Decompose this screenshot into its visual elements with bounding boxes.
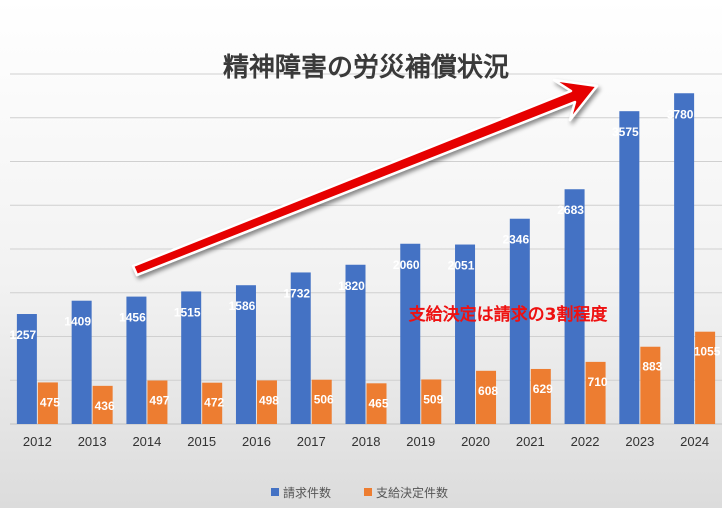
- data-label-approvals-2019: 509: [423, 392, 443, 406]
- bar-approvals-2018: [366, 383, 387, 424]
- bar-approvals-2023: [640, 346, 661, 424]
- x-tick-label-2016: 2016: [242, 434, 271, 449]
- data-label-claims-2014: 1456: [119, 311, 146, 325]
- chart-title: 精神障害の労災補償状況: [223, 52, 509, 83]
- data-label-claims-2024: 3780: [667, 107, 694, 121]
- bar-claims-2012: [16, 314, 37, 424]
- x-tick-label-2022: 2022: [571, 434, 600, 449]
- data-label-claims-2021: 2346: [502, 233, 529, 247]
- annotation-text: 支給決定は請求の3割程度: [409, 304, 609, 325]
- data-label-claims-2013: 1409: [64, 315, 91, 329]
- bar-claims-2024: [674, 93, 695, 424]
- bar-claims-2021: [509, 218, 530, 424]
- bar-approvals-2019: [421, 379, 442, 424]
- bar-approvals-2012: [37, 382, 58, 424]
- data-label-approvals-2024: 1055: [694, 345, 721, 359]
- data-label-approvals-2014: 497: [149, 394, 169, 408]
- bar-claims-2022: [564, 189, 585, 424]
- bar-approvals-2021: [530, 368, 551, 424]
- x-tick-label-2024: 2024: [680, 434, 709, 449]
- data-label-approvals-2022: 710: [588, 375, 608, 389]
- bar-approvals-2014: [147, 380, 168, 424]
- bar-approvals-2016: [256, 380, 277, 424]
- x-tick-label-2018: 2018: [352, 434, 381, 449]
- data-label-approvals-2013: 436: [95, 399, 115, 413]
- bar-claims-2020: [455, 244, 476, 424]
- data-label-approvals-2015: 472: [204, 396, 224, 410]
- bar-claims-2019: [400, 243, 421, 424]
- legend-swatch-approvals: [364, 488, 372, 496]
- trend-arrow: [131, 78, 599, 277]
- data-labels: 1257 475 1409 436 1456 497 1515 472 1586 498 1732 5…: [10, 107, 721, 413]
- bar-claims-2015: [181, 291, 202, 424]
- legend-label-claims: 請求件数: [283, 485, 331, 500]
- legend-swatch-claims: [271, 488, 279, 496]
- data-label-approvals-2023: 883: [642, 360, 662, 374]
- x-tick-label-2023: 2023: [625, 434, 654, 449]
- data-label-claims-2020: 2051: [448, 259, 475, 273]
- data-label-approvals-2018: 465: [368, 396, 388, 410]
- bar-claims-2017: [290, 272, 311, 424]
- x-axis: 2012 2013 2014 2015 2016 2017 2018 2019 2020 2021…: [23, 434, 709, 449]
- data-label-claims-2016: 1586: [229, 299, 256, 313]
- data-label-approvals-2020: 608: [478, 384, 498, 398]
- data-label-claims-2019: 2060: [393, 258, 420, 272]
- legend: 請求件数 支給決定件数: [271, 485, 448, 500]
- bar-approvals-2022: [585, 361, 606, 424]
- x-tick-label-2012: 2012: [23, 434, 52, 449]
- bar-claims-2023: [619, 111, 640, 424]
- bars: [16, 93, 716, 424]
- data-label-approvals-2016: 498: [259, 393, 279, 407]
- data-label-approvals-2017: 506: [314, 393, 334, 407]
- data-label-claims-2017: 1732: [283, 286, 310, 300]
- bar-claims-2018: [345, 264, 366, 424]
- bar-approvals-2013: [92, 385, 113, 424]
- data-label-claims-2015: 1515: [174, 305, 201, 319]
- data-label-claims-2023: 3575: [612, 125, 639, 139]
- bar-claims-2016: [235, 285, 256, 424]
- x-tick-label-2021: 2021: [516, 434, 545, 449]
- bar-claims-2014: [126, 296, 147, 424]
- data-label-approvals-2012: 475: [40, 395, 60, 409]
- data-label-claims-2012: 1257: [10, 328, 37, 342]
- bar-claims-2013: [71, 300, 92, 424]
- bar-approvals-2015: [202, 382, 223, 424]
- x-tick-label-2019: 2019: [406, 434, 435, 449]
- x-tick-label-2015: 2015: [187, 434, 216, 449]
- x-tick-label-2020: 2020: [461, 434, 490, 449]
- data-label-approvals-2021: 629: [533, 382, 553, 396]
- data-label-claims-2022: 2683: [557, 203, 584, 217]
- bar-approvals-2020: [476, 370, 497, 424]
- x-tick-label-2014: 2014: [132, 434, 161, 449]
- bar-approvals-2024: [695, 331, 716, 424]
- data-label-claims-2018: 1820: [338, 279, 365, 293]
- x-tick-label-2017: 2017: [297, 434, 326, 449]
- x-tick-label-2013: 2013: [78, 434, 107, 449]
- legend-label-approvals: 支給決定件数: [376, 485, 448, 500]
- bar-approvals-2017: [311, 379, 332, 424]
